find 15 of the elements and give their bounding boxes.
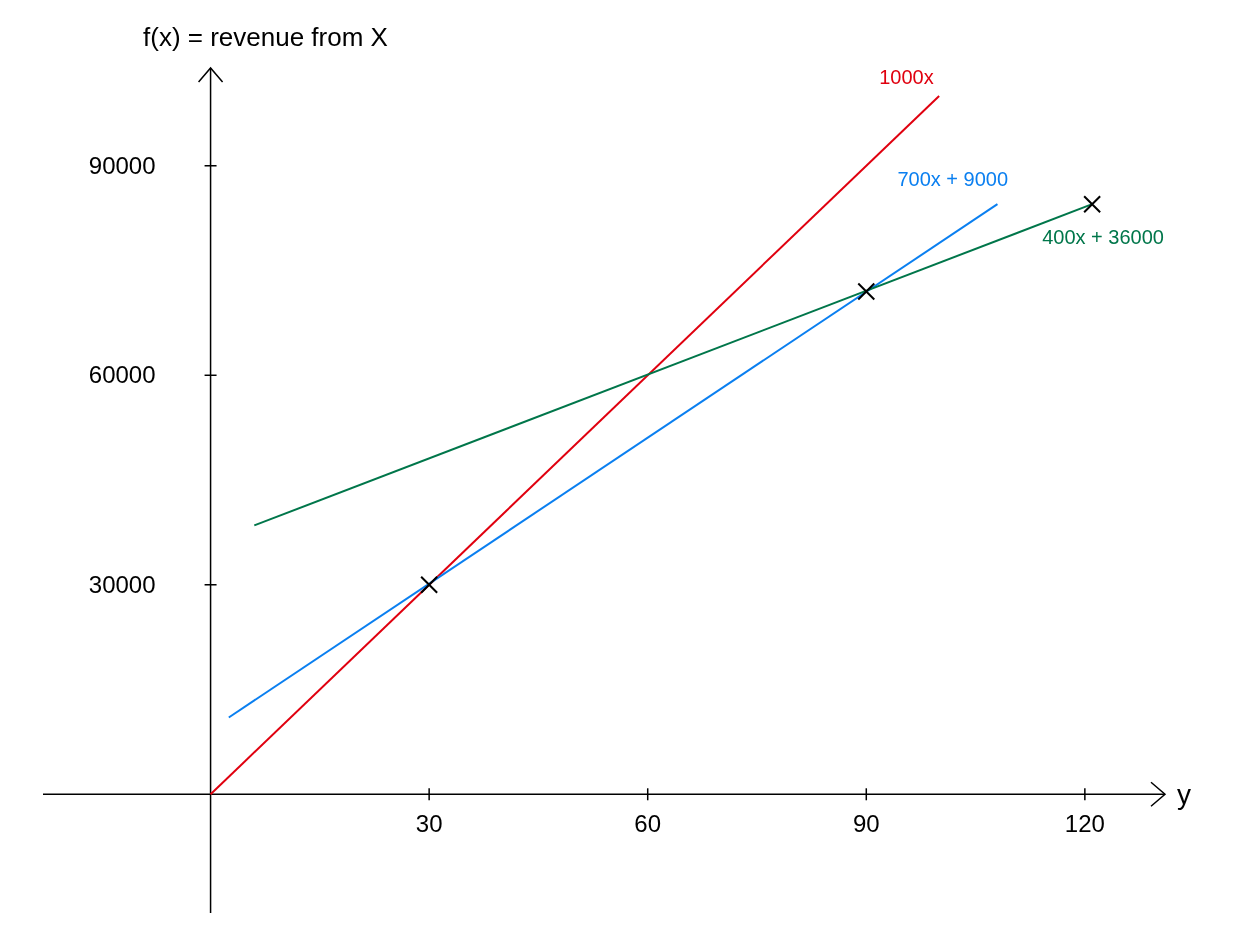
x-tick-label: 90 bbox=[852, 810, 880, 838]
x-tick-label: 60 bbox=[634, 810, 662, 838]
series-label: 400x + 36000 bbox=[1042, 226, 1164, 249]
x-tick-label: 30 bbox=[415, 810, 443, 838]
y-tick-label: 60000 bbox=[88, 361, 156, 389]
point bbox=[1083, 195, 1102, 214]
y-axis-title: f(x) = revenue from X bbox=[143, 22, 388, 52]
x-axis-title: y bbox=[1177, 779, 1191, 811]
point bbox=[420, 575, 439, 594]
y-tick-label: 30000 bbox=[88, 570, 156, 598]
point bbox=[857, 282, 876, 301]
x-tick-label: 120 bbox=[1064, 810, 1105, 838]
series-label: 700x + 9000 bbox=[897, 168, 1009, 191]
series-label: 1000x bbox=[879, 65, 934, 88]
y-tick-label: 90000 bbox=[88, 151, 156, 179]
